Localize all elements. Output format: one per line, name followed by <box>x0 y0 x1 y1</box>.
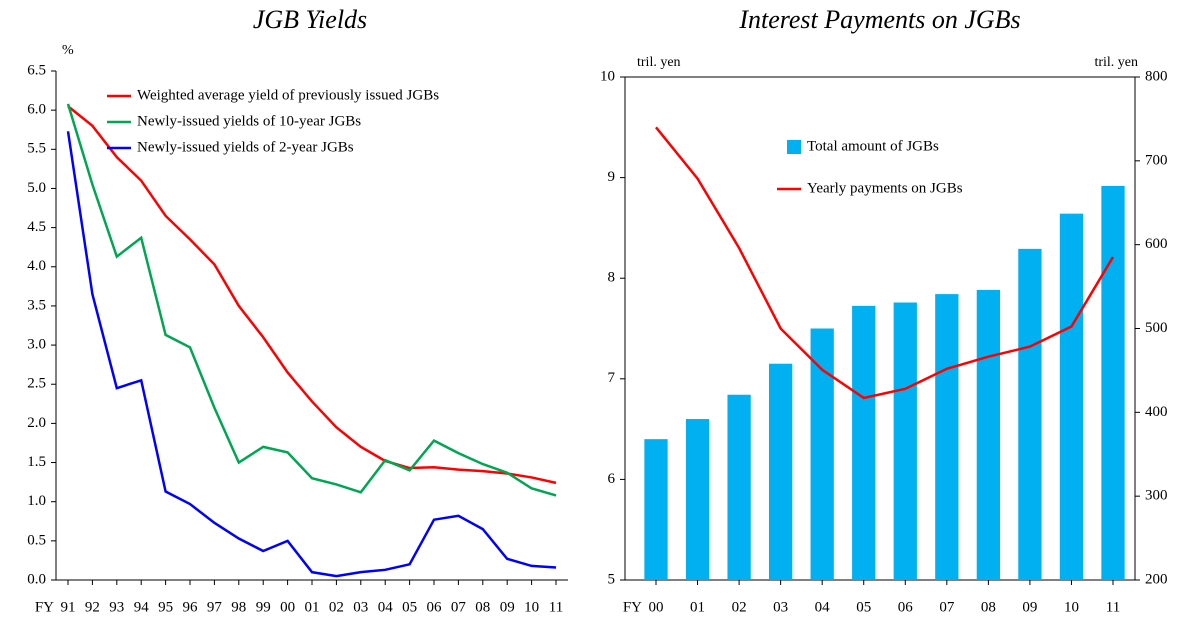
x-tick-label: 96 <box>183 599 199 615</box>
legend-label: Newly-issued yields of 10-year JGBs <box>137 113 361 129</box>
y-tick-label: 0.0 <box>27 571 46 587</box>
y-tick-label: 10 <box>600 68 615 84</box>
x-tick-label: 07 <box>939 599 955 615</box>
y2-tick-label: 300 <box>1145 488 1168 504</box>
y-tick-label: 6.0 <box>27 102 46 118</box>
y-tick-label: 4.0 <box>27 258 46 274</box>
y-tick-label: 1.5 <box>27 454 46 470</box>
x-tick-label: 02 <box>732 599 747 615</box>
x-tick-label: 95 <box>158 599 173 615</box>
x-tick-label: 11 <box>549 599 563 615</box>
y-tick-label: 5.5 <box>27 141 46 157</box>
y-tick-label: 3.0 <box>27 337 46 353</box>
x-tick-label: 01 <box>690 599 705 615</box>
x-tick-label: 07 <box>451 599 467 615</box>
x-tick-label: 09 <box>500 599 515 615</box>
y-tick-label: 2.5 <box>27 376 46 392</box>
legend-label: Yearly payments on JGBs <box>807 180 963 196</box>
x-tick-label: 08 <box>475 599 490 615</box>
x-tick-label: 06 <box>898 599 914 615</box>
bar <box>1101 185 1125 580</box>
y-tick-label: 3.5 <box>27 297 46 313</box>
y2-tick-label: 500 <box>1145 320 1168 336</box>
bar <box>1018 248 1042 580</box>
x-tick-label: 97 <box>207 599 223 615</box>
x-tick-label: 93 <box>109 599 124 615</box>
y-tick-label: 4.5 <box>27 219 46 235</box>
y-tick-label: 7 <box>608 370 616 386</box>
y-tick-label: 5 <box>608 571 616 587</box>
x-prefix: FY <box>623 599 642 615</box>
bar <box>1059 213 1084 581</box>
x-tick-label: 03 <box>773 599 788 615</box>
x-tick-label: 05 <box>856 599 871 615</box>
series-line <box>66 131 557 578</box>
y2-tick-label: 700 <box>1145 152 1168 168</box>
y-tick-label: 9 <box>608 169 616 185</box>
y-tick-label: 6.5 <box>27 62 46 78</box>
bar <box>685 419 710 580</box>
series-line <box>655 126 1115 400</box>
y-axis-label: tril. yen <box>637 55 681 70</box>
y-tick-label: 0.5 <box>27 532 46 548</box>
bar <box>935 294 959 580</box>
legend-label: Newly-issued yields of 2-year JGBs <box>137 139 354 155</box>
x-tick-label: 01 <box>305 599 320 615</box>
legend-swatch <box>787 140 801 154</box>
legend-label: Weighted average yield of previously iss… <box>137 87 439 103</box>
y-tick-label: 2.0 <box>27 415 46 431</box>
x-prefix: FY <box>35 599 54 615</box>
x-tick-label: 00 <box>280 599 295 615</box>
y2-tick-label: 600 <box>1145 236 1168 252</box>
x-tick-label: 99 <box>256 599 271 615</box>
x-tick-label: 03 <box>353 599 368 615</box>
chart-title: Interest Payments on JGBs <box>738 5 1020 34</box>
x-tick-label: 10 <box>1064 599 1079 615</box>
chart-title: JGB Yields <box>253 5 367 34</box>
x-tick-label: 06 <box>427 599 443 615</box>
y-axis-label: % <box>62 43 74 58</box>
y-tick-label: 6 <box>608 471 616 487</box>
x-tick-label: 92 <box>85 599 100 615</box>
x-tick-label: 04 <box>815 599 831 615</box>
x-tick-label: 91 <box>61 599 76 615</box>
x-tick-label: 10 <box>524 599 539 615</box>
y-tick-label: 1.0 <box>27 493 46 509</box>
legend-label: Total amount of JGBs <box>807 138 939 154</box>
x-tick-label: 00 <box>649 599 664 615</box>
bar <box>727 394 751 580</box>
series-line <box>67 105 557 485</box>
bar <box>644 439 668 580</box>
y2-tick-label: 800 <box>1145 68 1168 84</box>
y2-tick-label: 400 <box>1145 404 1168 420</box>
y2-tick-label: 200 <box>1145 571 1168 587</box>
y-tick-label: 8 <box>608 270 616 286</box>
bar <box>769 363 793 580</box>
x-tick-label: 05 <box>402 599 417 615</box>
x-tick-label: 94 <box>134 599 150 615</box>
x-tick-label: 11 <box>1106 599 1120 615</box>
x-tick-label: 02 <box>329 599 344 615</box>
x-tick-label: 09 <box>1022 599 1037 615</box>
x-tick-label: 04 <box>378 599 394 615</box>
bar <box>976 289 1000 580</box>
series-line <box>66 103 557 497</box>
bar <box>852 305 876 580</box>
bar <box>810 328 834 580</box>
x-tick-label: 08 <box>981 599 996 615</box>
bar <box>893 302 917 580</box>
y2-axis-label: tril. yen <box>1094 55 1138 70</box>
x-tick-label: 98 <box>231 599 246 615</box>
y-tick-label: 5.0 <box>27 180 46 196</box>
